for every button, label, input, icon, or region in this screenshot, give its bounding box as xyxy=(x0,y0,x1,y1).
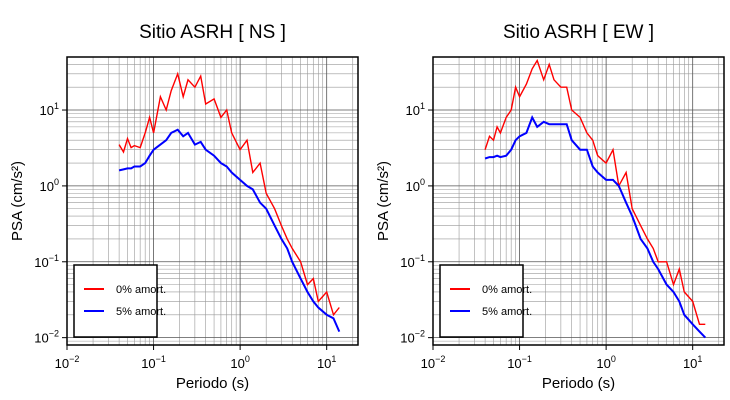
y-tick-label: 10−1 xyxy=(400,253,425,270)
x-tick-label: 100 xyxy=(230,354,249,371)
x-axis-label: Periodo (s) xyxy=(176,375,249,392)
series-line xyxy=(118,128,341,332)
plot-frame xyxy=(66,56,359,346)
y-axis-label: PSA (cm/s²) xyxy=(375,161,392,241)
x-tick-label: 10−2 xyxy=(421,354,446,371)
y-tick-label: 10−2 xyxy=(400,329,425,346)
series-line xyxy=(484,114,707,339)
x-tick-label: 10−1 xyxy=(507,354,532,371)
plot-frame xyxy=(432,56,725,346)
chart-title: Sitio ASRH [ NS ] xyxy=(139,22,286,43)
subplot: Sitio ASRH [ NS ] Periodo (s) PSA (cm/s²) 0… xyxy=(9,22,359,392)
y-tick-label: 10−1 xyxy=(34,253,59,270)
y-axis-label: PSA (cm/s²) xyxy=(9,161,26,241)
y-tick-label: 10−2 xyxy=(34,329,59,346)
x-tick-label: 101 xyxy=(317,354,336,371)
chart-title: Sitio ASRH [ EW ] xyxy=(503,22,654,43)
x-axis-label: Periodo (s) xyxy=(542,375,615,392)
legend-label: 5% amort. xyxy=(482,306,532,318)
legend-box xyxy=(439,264,524,338)
legend-label: 5% amort. xyxy=(116,306,166,318)
x-tick-label: 10−1 xyxy=(141,354,166,371)
x-tick-label: 100 xyxy=(596,354,615,371)
y-tick-label: 100 xyxy=(406,177,425,194)
legend-label: 0% amort. xyxy=(482,284,532,296)
x-tick-label: 101 xyxy=(683,354,702,371)
y-tick-label: 100 xyxy=(40,177,59,194)
x-tick-label: 10−2 xyxy=(55,354,80,371)
series-line xyxy=(484,58,706,325)
y-tick-label: 101 xyxy=(40,101,59,118)
legend-box xyxy=(73,264,158,338)
legend-label: 0% amort. xyxy=(116,284,166,296)
y-tick-label: 101 xyxy=(406,101,425,118)
series-line xyxy=(118,71,340,317)
subplot: Sitio ASRH [ EW ] Periodo (s) PSA (cm/s²) 0… xyxy=(375,22,725,392)
